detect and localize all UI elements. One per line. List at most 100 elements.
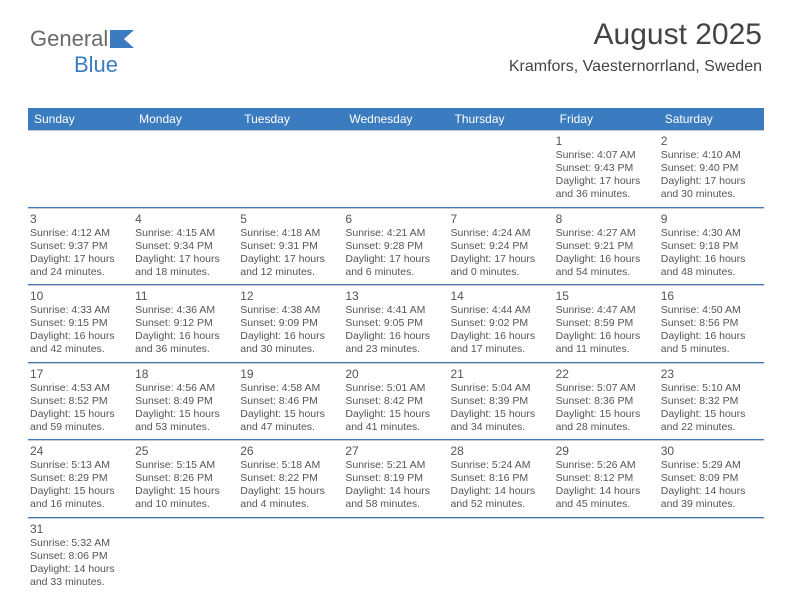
- day-number: 27: [345, 444, 444, 458]
- day-info: Sunrise: 5:13 AMSunset: 8:29 PMDaylight:…: [30, 459, 129, 512]
- day-number: 13: [345, 289, 444, 303]
- logo-text-1: General: [30, 26, 108, 51]
- calendar-day-cell: 16Sunrise: 4:50 AMSunset: 8:56 PMDayligh…: [659, 286, 764, 362]
- calendar-day-cell: 4Sunrise: 4:15 AMSunset: 9:34 PMDaylight…: [133, 209, 238, 285]
- day-info: Sunrise: 4:27 AMSunset: 9:21 PMDaylight:…: [556, 227, 655, 280]
- calendar-day-cell: 23Sunrise: 5:10 AMSunset: 8:32 PMDayligh…: [659, 364, 764, 440]
- day-number: 28: [451, 444, 550, 458]
- calendar-header-cell: Saturday: [659, 108, 764, 130]
- logo-flag-icon: [110, 30, 134, 48]
- calendar-day-cell: 1Sunrise: 4:07 AMSunset: 9:43 PMDaylight…: [554, 131, 659, 207]
- day-info: Sunrise: 5:26 AMSunset: 8:12 PMDaylight:…: [556, 459, 655, 512]
- day-number: 21: [451, 367, 550, 381]
- day-info: Sunrise: 5:24 AMSunset: 8:16 PMDaylight:…: [451, 459, 550, 512]
- day-info: Sunrise: 4:50 AMSunset: 8:56 PMDaylight:…: [661, 304, 760, 357]
- calendar-header-cell: Tuesday: [238, 108, 343, 130]
- calendar-day-cell: 17Sunrise: 4:53 AMSunset: 8:52 PMDayligh…: [28, 364, 133, 440]
- day-number: 19: [240, 367, 339, 381]
- calendar-header-cell: Monday: [133, 108, 238, 130]
- calendar-day-cell: 29Sunrise: 5:26 AMSunset: 8:12 PMDayligh…: [554, 441, 659, 517]
- calendar-day-cell: 22Sunrise: 5:07 AMSunset: 8:36 PMDayligh…: [554, 364, 659, 440]
- day-info: Sunrise: 5:32 AMSunset: 8:06 PMDaylight:…: [30, 537, 129, 590]
- title-block: August 2025 Kramfors, Vaesternorrland, S…: [509, 18, 762, 76]
- day-number: 24: [30, 444, 129, 458]
- calendar-day-cell: 12Sunrise: 4:38 AMSunset: 9:09 PMDayligh…: [238, 286, 343, 362]
- calendar-day-cell: 15Sunrise: 4:47 AMSunset: 8:59 PMDayligh…: [554, 286, 659, 362]
- calendar-day-cell: 2Sunrise: 4:10 AMSunset: 9:40 PMDaylight…: [659, 131, 764, 207]
- calendar-day-cell: 14Sunrise: 4:44 AMSunset: 9:02 PMDayligh…: [449, 286, 554, 362]
- day-info: Sunrise: 4:30 AMSunset: 9:18 PMDaylight:…: [661, 227, 760, 280]
- day-number: 30: [661, 444, 760, 458]
- day-number: 3: [30, 212, 129, 226]
- day-info: Sunrise: 5:29 AMSunset: 8:09 PMDaylight:…: [661, 459, 760, 512]
- day-info: Sunrise: 5:21 AMSunset: 8:19 PMDaylight:…: [345, 459, 444, 512]
- calendar-week-row: 3Sunrise: 4:12 AMSunset: 9:37 PMDaylight…: [28, 208, 764, 286]
- calendar-header-row: SundayMondayTuesdayWednesdayThursdayFrid…: [28, 108, 764, 130]
- day-info: Sunrise: 4:15 AMSunset: 9:34 PMDaylight:…: [135, 227, 234, 280]
- day-number: 23: [661, 367, 760, 381]
- calendar: SundayMondayTuesdayWednesdayThursdayFrid…: [28, 108, 764, 594]
- calendar-day-cell: [449, 519, 554, 595]
- day-number: 1: [556, 134, 655, 148]
- day-number: 4: [135, 212, 234, 226]
- day-number: 29: [556, 444, 655, 458]
- day-number: 2: [661, 134, 760, 148]
- day-info: Sunrise: 4:18 AMSunset: 9:31 PMDaylight:…: [240, 227, 339, 280]
- day-number: 8: [556, 212, 655, 226]
- day-info: Sunrise: 4:36 AMSunset: 9:12 PMDaylight:…: [135, 304, 234, 357]
- day-info: Sunrise: 5:18 AMSunset: 8:22 PMDaylight:…: [240, 459, 339, 512]
- day-number: 6: [345, 212, 444, 226]
- calendar-week-row: 1Sunrise: 4:07 AMSunset: 9:43 PMDaylight…: [28, 130, 764, 208]
- day-info: Sunrise: 4:12 AMSunset: 9:37 PMDaylight:…: [30, 227, 129, 280]
- day-number: 17: [30, 367, 129, 381]
- day-info: Sunrise: 5:04 AMSunset: 8:39 PMDaylight:…: [451, 382, 550, 435]
- day-number: 15: [556, 289, 655, 303]
- calendar-day-cell: 8Sunrise: 4:27 AMSunset: 9:21 PMDaylight…: [554, 209, 659, 285]
- calendar-day-cell: 7Sunrise: 4:24 AMSunset: 9:24 PMDaylight…: [449, 209, 554, 285]
- calendar-week-row: 24Sunrise: 5:13 AMSunset: 8:29 PMDayligh…: [28, 440, 764, 518]
- calendar-day-cell: 25Sunrise: 5:15 AMSunset: 8:26 PMDayligh…: [133, 441, 238, 517]
- logo-text-2: Blue: [74, 52, 118, 77]
- day-info: Sunrise: 4:07 AMSunset: 9:43 PMDaylight:…: [556, 149, 655, 202]
- day-info: Sunrise: 4:21 AMSunset: 9:28 PMDaylight:…: [345, 227, 444, 280]
- day-number: 10: [30, 289, 129, 303]
- day-number: 14: [451, 289, 550, 303]
- day-number: 18: [135, 367, 234, 381]
- calendar-day-cell: 18Sunrise: 4:56 AMSunset: 8:49 PMDayligh…: [133, 364, 238, 440]
- calendar-day-cell: 24Sunrise: 5:13 AMSunset: 8:29 PMDayligh…: [28, 441, 133, 517]
- day-info: Sunrise: 5:10 AMSunset: 8:32 PMDaylight:…: [661, 382, 760, 435]
- calendar-day-cell: [343, 131, 448, 207]
- calendar-header-cell: Sunday: [28, 108, 133, 130]
- day-number: 12: [240, 289, 339, 303]
- calendar-day-cell: 28Sunrise: 5:24 AMSunset: 8:16 PMDayligh…: [449, 441, 554, 517]
- calendar-day-cell: [133, 131, 238, 207]
- calendar-week-row: 10Sunrise: 4:33 AMSunset: 9:15 PMDayligh…: [28, 285, 764, 363]
- day-info: Sunrise: 4:41 AMSunset: 9:05 PMDaylight:…: [345, 304, 444, 357]
- day-info: Sunrise: 4:53 AMSunset: 8:52 PMDaylight:…: [30, 382, 129, 435]
- day-info: Sunrise: 5:01 AMSunset: 8:42 PMDaylight:…: [345, 382, 444, 435]
- day-number: 11: [135, 289, 234, 303]
- calendar-day-cell: [554, 519, 659, 595]
- calendar-day-cell: [238, 519, 343, 595]
- calendar-day-cell: 3Sunrise: 4:12 AMSunset: 9:37 PMDaylight…: [28, 209, 133, 285]
- calendar-day-cell: 5Sunrise: 4:18 AMSunset: 9:31 PMDaylight…: [238, 209, 343, 285]
- calendar-header-cell: Friday: [554, 108, 659, 130]
- day-info: Sunrise: 4:56 AMSunset: 8:49 PMDaylight:…: [135, 382, 234, 435]
- calendar-day-cell: 10Sunrise: 4:33 AMSunset: 9:15 PMDayligh…: [28, 286, 133, 362]
- calendar-day-cell: 30Sunrise: 5:29 AMSunset: 8:09 PMDayligh…: [659, 441, 764, 517]
- calendar-header-cell: Wednesday: [343, 108, 448, 130]
- calendar-day-cell: [133, 519, 238, 595]
- calendar-day-cell: [238, 131, 343, 207]
- page-title: August 2025: [509, 18, 762, 52]
- day-number: 16: [661, 289, 760, 303]
- calendar-day-cell: [28, 131, 133, 207]
- day-number: 7: [451, 212, 550, 226]
- calendar-week-row: 17Sunrise: 4:53 AMSunset: 8:52 PMDayligh…: [28, 363, 764, 441]
- day-info: Sunrise: 4:58 AMSunset: 8:46 PMDaylight:…: [240, 382, 339, 435]
- day-number: 26: [240, 444, 339, 458]
- calendar-day-cell: [659, 519, 764, 595]
- day-info: Sunrise: 4:33 AMSunset: 9:15 PMDaylight:…: [30, 304, 129, 357]
- calendar-day-cell: 26Sunrise: 5:18 AMSunset: 8:22 PMDayligh…: [238, 441, 343, 517]
- location: Kramfors, Vaesternorrland, Sweden: [509, 58, 762, 76]
- day-number: 31: [30, 522, 129, 536]
